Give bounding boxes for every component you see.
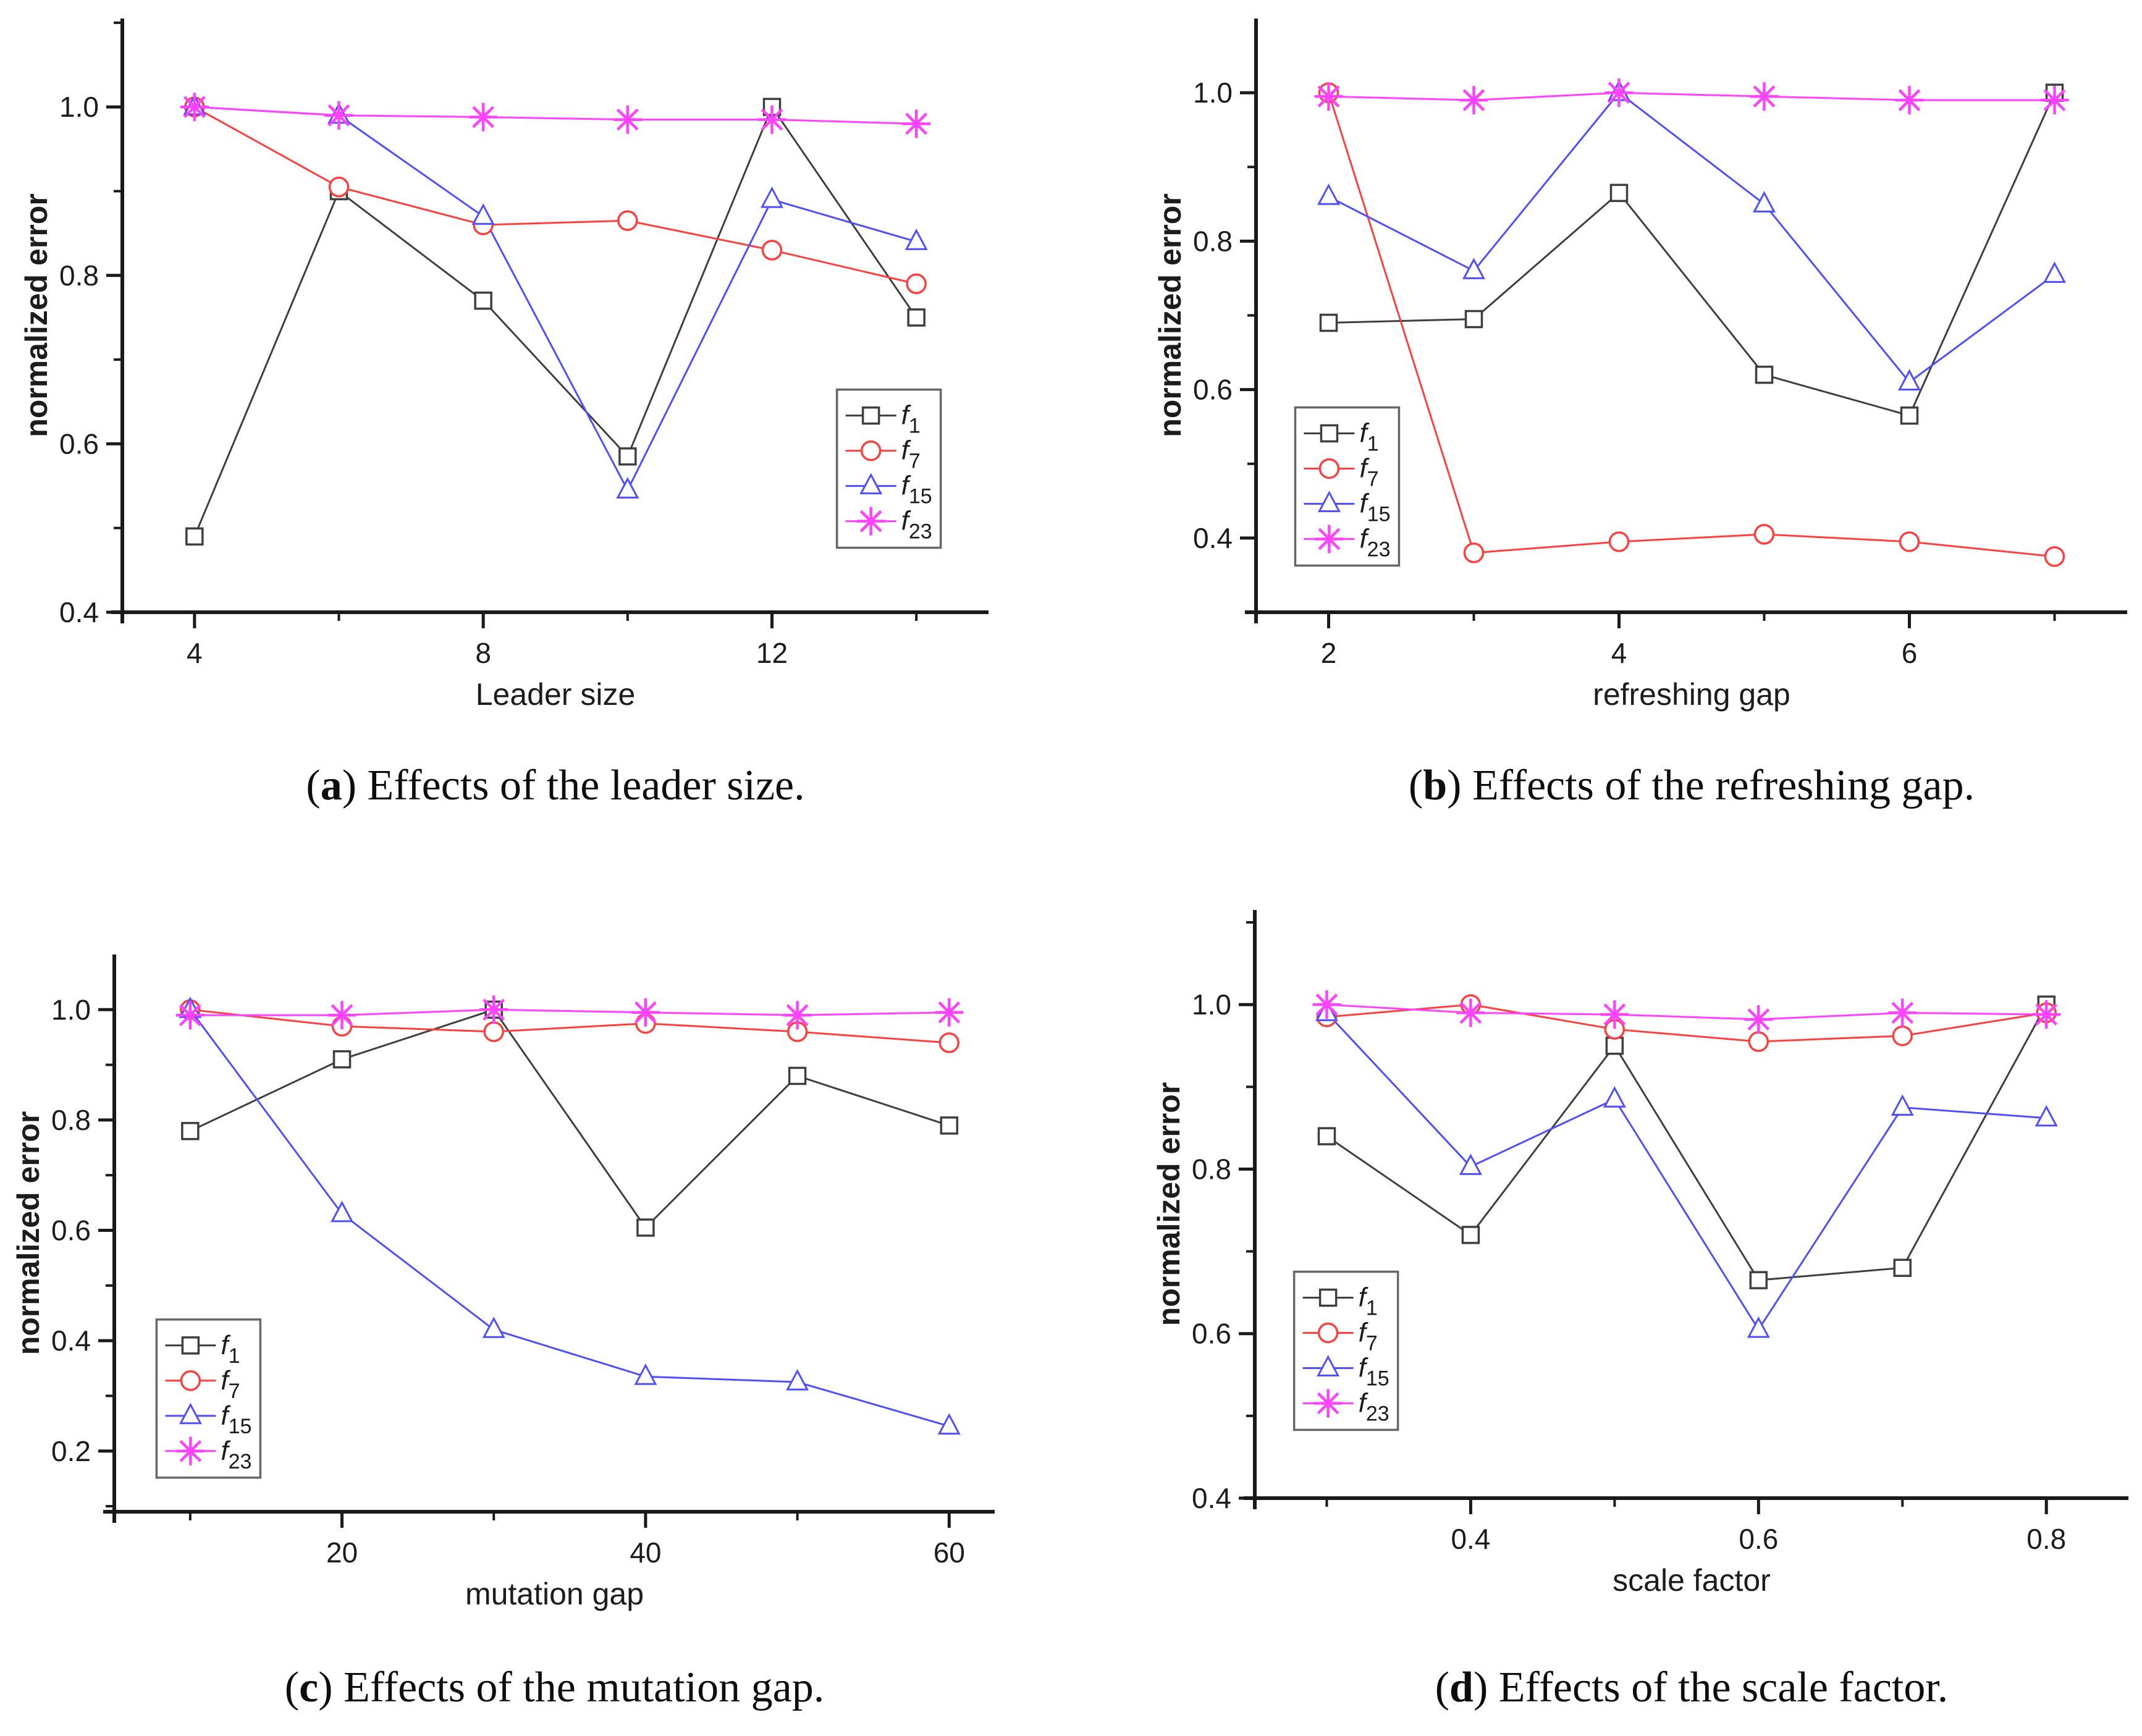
svg-text:40: 40 xyxy=(630,1536,661,1569)
svg-text:0.6: 0.6 xyxy=(51,1215,91,1247)
svg-text:f23: f23 xyxy=(1359,1388,1389,1425)
svg-text:4: 4 xyxy=(187,637,203,669)
svg-text:6: 6 xyxy=(1902,637,1918,669)
svg-text:f23: f23 xyxy=(901,506,932,544)
svg-text:f15: f15 xyxy=(901,471,932,508)
svg-text:0.8: 0.8 xyxy=(2026,1523,2066,1555)
svg-text:12: 12 xyxy=(756,637,788,669)
svg-text:f15: f15 xyxy=(1359,488,1390,526)
caption-b: (b) Effects of the refreshing gap. xyxy=(1408,762,1975,809)
svg-text:0.8: 0.8 xyxy=(59,259,99,292)
svg-text:1.0: 1.0 xyxy=(59,91,99,123)
caption-d: (d) Effects of the scale factor. xyxy=(1435,1664,1949,1711)
svg-text:20: 20 xyxy=(326,1536,358,1569)
svg-text:8: 8 xyxy=(475,637,491,669)
caption-c: (c) Effects of the mutation gap. xyxy=(284,1664,825,1711)
chart-c: 20 40 60 0.2 0.4 0.6 0.8 1.0 mutation gap normali… xyxy=(11,954,995,1611)
svg-text:60: 60 xyxy=(934,1536,965,1569)
svg-text:normalized error: normalized error xyxy=(11,1111,46,1355)
caption-a: (a) Effects of the leader size. xyxy=(306,762,805,809)
svg-text:normalized error: normalized error xyxy=(19,193,54,437)
svg-text:0.4: 0.4 xyxy=(1192,1482,1231,1514)
svg-text:0.6: 0.6 xyxy=(1192,1318,1231,1350)
chart-a: 4 8 12 0.4 0.6 0.8 1.0 Leader size normalized er… xyxy=(19,19,989,712)
svg-text:0.8: 0.8 xyxy=(1193,225,1233,257)
chart-d: 0.4 0.6 0.8 0.4 0.6 0.8 1.0 scale factor normali… xyxy=(1152,910,2128,1598)
svg-text:0.6: 0.6 xyxy=(59,428,99,460)
svg-text:refreshing gap: refreshing gap xyxy=(1593,677,1790,712)
svg-text:0.8: 0.8 xyxy=(51,1104,91,1136)
svg-text:2: 2 xyxy=(1321,637,1337,669)
svg-text:1.0: 1.0 xyxy=(51,993,91,1026)
svg-text:0.8: 0.8 xyxy=(1192,1153,1231,1185)
svg-text:mutation gap: mutation gap xyxy=(465,1577,644,1611)
svg-text:0.2: 0.2 xyxy=(51,1435,91,1467)
svg-text:1.0: 1.0 xyxy=(1193,77,1233,109)
svg-text:1.0: 1.0 xyxy=(1192,988,1231,1021)
svg-text:0.4: 0.4 xyxy=(1193,522,1233,554)
svg-text:normalized error: normalized error xyxy=(1152,1082,1186,1326)
svg-text:0.6: 0.6 xyxy=(1739,1523,1778,1555)
chart-b: 2 4 6 0.4 0.6 0.8 1.0 refreshing gap normalized … xyxy=(1153,19,2127,712)
svg-text:0.6: 0.6 xyxy=(1193,374,1233,406)
svg-text:normalized error: normalized error xyxy=(1153,193,1187,437)
svg-text:0.4: 0.4 xyxy=(59,596,99,628)
svg-text:0.4: 0.4 xyxy=(1451,1523,1490,1555)
svg-text:scale factor: scale factor xyxy=(1613,1563,1771,1598)
svg-text:Leader size: Leader size xyxy=(476,677,636,712)
svg-text:0.4: 0.4 xyxy=(51,1325,91,1357)
svg-text:4: 4 xyxy=(1611,637,1627,669)
